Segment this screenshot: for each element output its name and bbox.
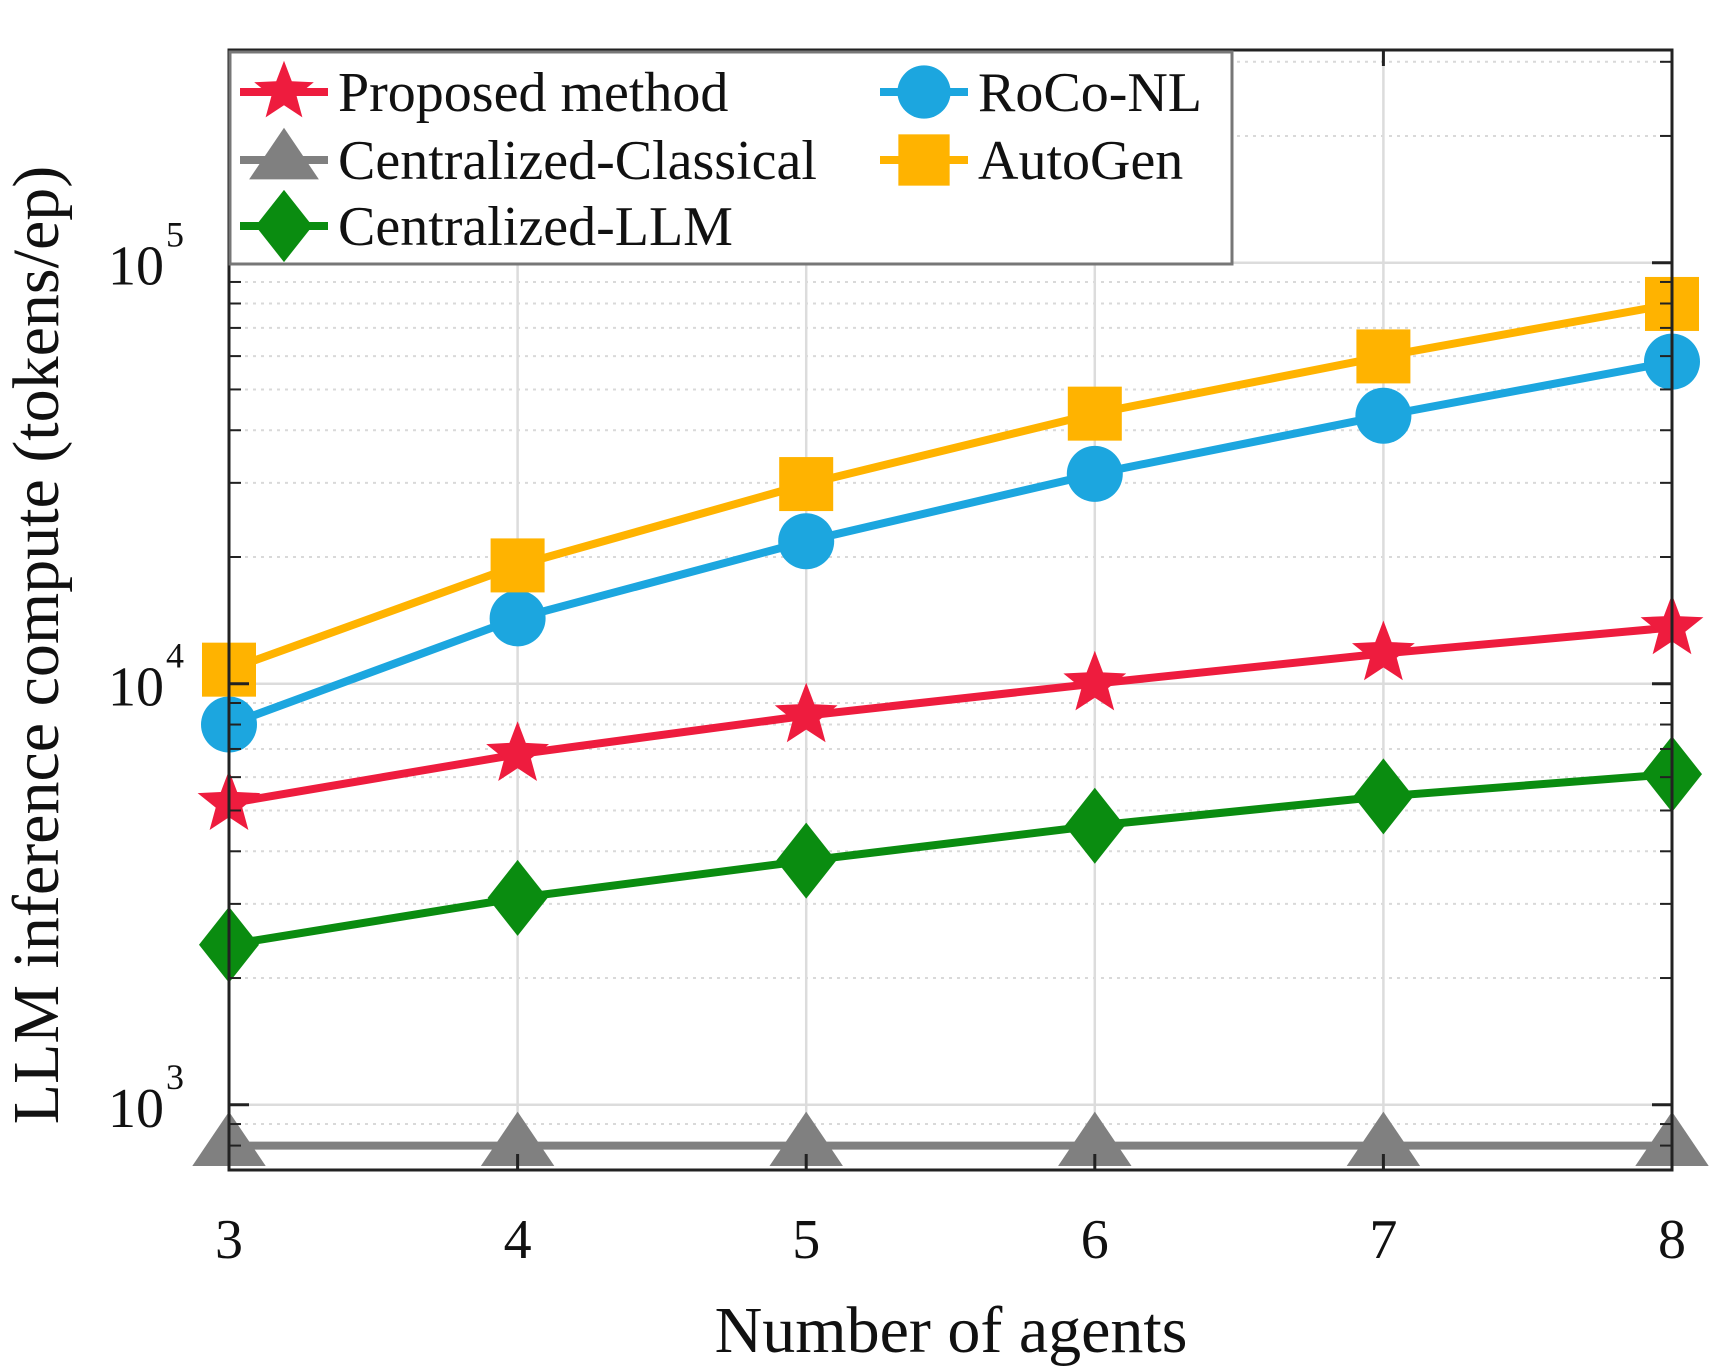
data-point-diamond: [255, 189, 313, 263]
data-point-circle: [1066, 445, 1123, 502]
data-point-triangle: [1058, 1111, 1132, 1166]
data-point-circle: [489, 590, 546, 647]
y-tick-label-exponent: 4: [166, 636, 184, 676]
plot-frame: [227, 48, 1674, 1172]
data-point-star: [1352, 620, 1415, 681]
x-tick-label: 6: [1081, 1209, 1109, 1271]
data-point-diamond: [1064, 787, 1125, 864]
data-point-square: [898, 134, 950, 186]
series-line-autogen: [227, 300, 1673, 674]
data-point-square: [490, 538, 545, 593]
data-point-star: [774, 682, 838, 743]
legend-label: Centralized-Classical: [338, 130, 817, 192]
grid-lines: [227, 50, 1674, 1170]
data-point-circle: [897, 65, 951, 119]
legend-box: [228, 50, 1234, 266]
series-lines: [192, 276, 1709, 1166]
legend: Proposed methodCentralized-ClassicalCent…: [228, 50, 1234, 266]
data-point-square: [779, 457, 834, 512]
legend-label: RoCo-NL: [978, 62, 1202, 124]
data-point-diamond: [487, 859, 548, 936]
series-line-roco-nl: [227, 357, 1673, 729]
data-point-star: [486, 721, 549, 781]
y-tick-label-exponent: 3: [166, 1057, 184, 1097]
x-tick-label: 8: [1658, 1209, 1686, 1271]
x-axis-label: Number of agents: [715, 1294, 1188, 1367]
y-tick-label-base: 10: [108, 657, 164, 719]
data-point-diamond: [1353, 758, 1414, 835]
y-tick-label-base: 10: [108, 1078, 164, 1140]
legend-label: Proposed method: [338, 62, 728, 124]
data-point-star: [254, 60, 314, 118]
x-tick-label: 5: [792, 1209, 820, 1271]
legend-label: AutoGen: [978, 130, 1183, 192]
data-point-diamond: [776, 822, 837, 899]
y-axis-label: LLM inference compute (tokens/ep): [0, 166, 73, 1124]
series-line-proposed-method: [228, 623, 1673, 808]
y-tick-label-exponent: 5: [166, 215, 184, 255]
legend-label: Centralized-LLM: [338, 196, 733, 258]
x-tick-label: 4: [504, 1209, 532, 1271]
x-tick-label: 3: [215, 1209, 243, 1271]
data-point-circle: [1355, 387, 1412, 444]
data-point-star: [1063, 650, 1127, 711]
data-point-triangle: [249, 127, 319, 180]
y-tick-label-base: 10: [108, 236, 164, 298]
data-point-square: [1067, 386, 1122, 441]
data-point-triangle: [769, 1111, 843, 1166]
data-point-triangle: [1346, 1111, 1421, 1166]
data-point-triangle: [480, 1111, 555, 1166]
x-tick-label: 7: [1369, 1209, 1397, 1271]
data-point-square: [1356, 329, 1411, 384]
data-point-circle: [778, 513, 835, 570]
series-line-centralized-llm: [228, 770, 1673, 949]
